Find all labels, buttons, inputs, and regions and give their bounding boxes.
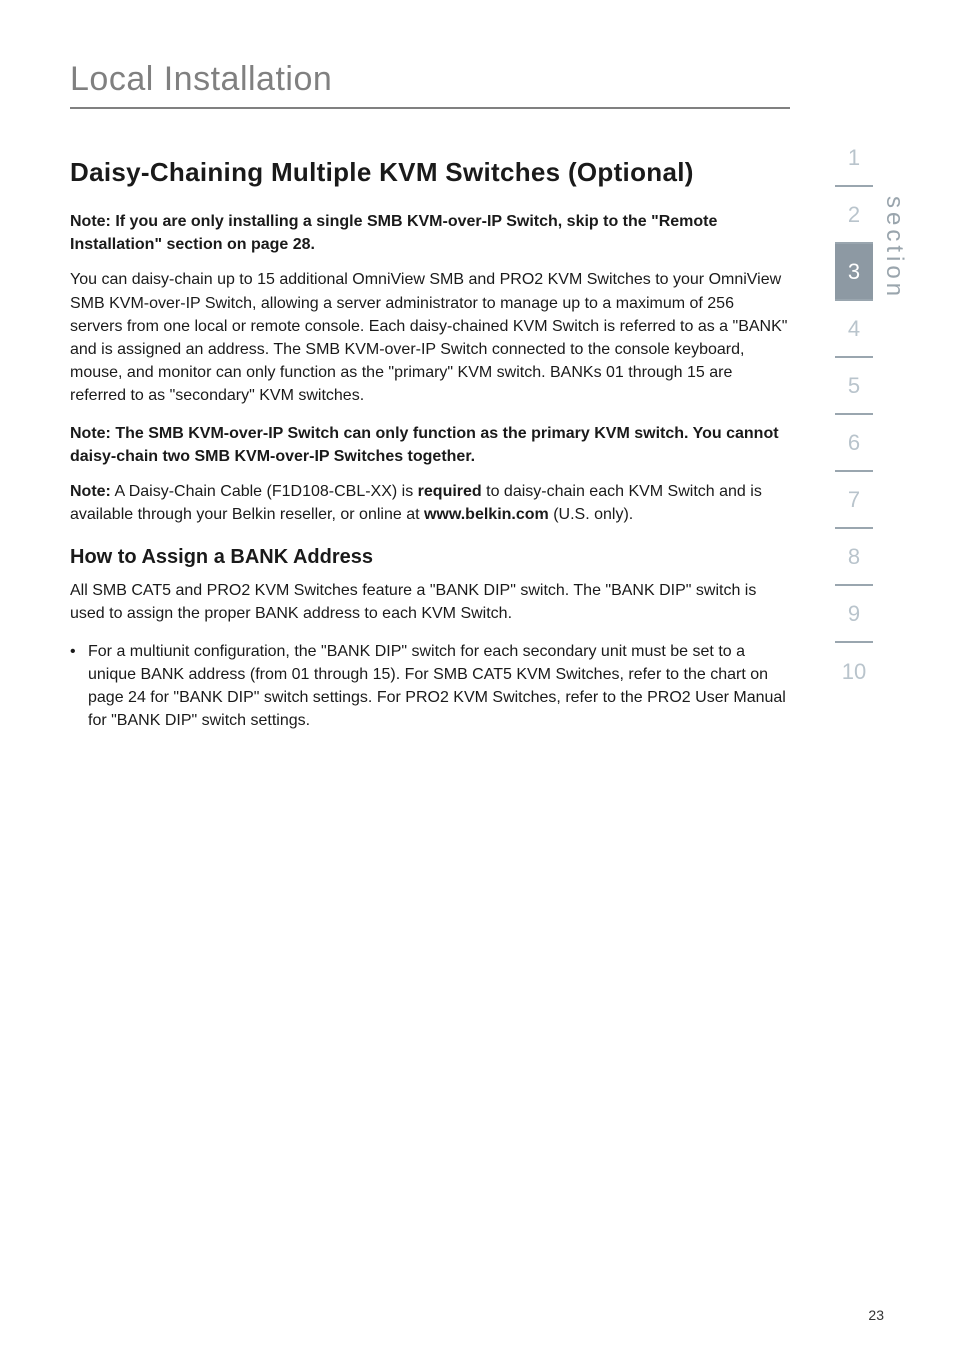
chapter-title: Local Installation <box>70 60 790 99</box>
tab-8[interactable]: 8 <box>835 529 873 586</box>
intro-paragraph: You can daisy-chain up to 15 additional … <box>70 268 790 407</box>
tab-7[interactable]: 7 <box>835 472 873 529</box>
bullet-mark: • <box>70 640 88 733</box>
note-cable-link: www.belkin.com <box>424 506 549 523</box>
title-rule <box>70 107 790 109</box>
note-cable-text1: A Daisy-Chain Cable (F1D108-CBL-XX) is <box>111 483 418 500</box>
note-cable-suffix: (U.S. only). <box>549 506 633 523</box>
tab-10[interactable]: 10 <box>835 643 873 700</box>
tab-3[interactable]: 3 <box>835 244 873 301</box>
section-heading: Daisy-Chaining Multiple KVM Switches (Op… <box>70 157 790 188</box>
tab-6[interactable]: 6 <box>835 415 873 472</box>
section-label: section <box>880 196 908 300</box>
tab-1[interactable]: 1 <box>835 130 873 187</box>
tab-9[interactable]: 9 <box>835 586 873 643</box>
note-skip: Note: If you are only installing a singl… <box>70 210 790 256</box>
tab-5[interactable]: 5 <box>835 358 873 415</box>
bank-paragraph: All SMB CAT5 and PRO2 KVM Switches featu… <box>70 579 790 625</box>
tab-4[interactable]: 4 <box>835 301 873 358</box>
note-primary: Note: The SMB KVM-over-IP Switch can onl… <box>70 422 790 468</box>
page-number: 23 <box>868 1307 884 1323</box>
note-cable-required: required <box>418 483 482 500</box>
section-tabs: 1 2 3 4 5 6 7 8 9 10 section <box>834 130 914 700</box>
bullet-item: • For a multiunit configuration, the "BA… <box>70 640 790 733</box>
note-cable: Note: A Daisy-Chain Cable (F1D108-CBL-XX… <box>70 480 790 526</box>
tab-2[interactable]: 2 <box>835 187 873 244</box>
note-label: Note: <box>70 483 111 500</box>
bullet-text: For a multiunit configuration, the "BANK… <box>88 640 790 733</box>
sub-heading-bank: How to Assign a BANK Address <box>70 546 790 569</box>
tab-numbers-column: 1 2 3 4 5 6 7 8 9 10 <box>834 130 874 700</box>
